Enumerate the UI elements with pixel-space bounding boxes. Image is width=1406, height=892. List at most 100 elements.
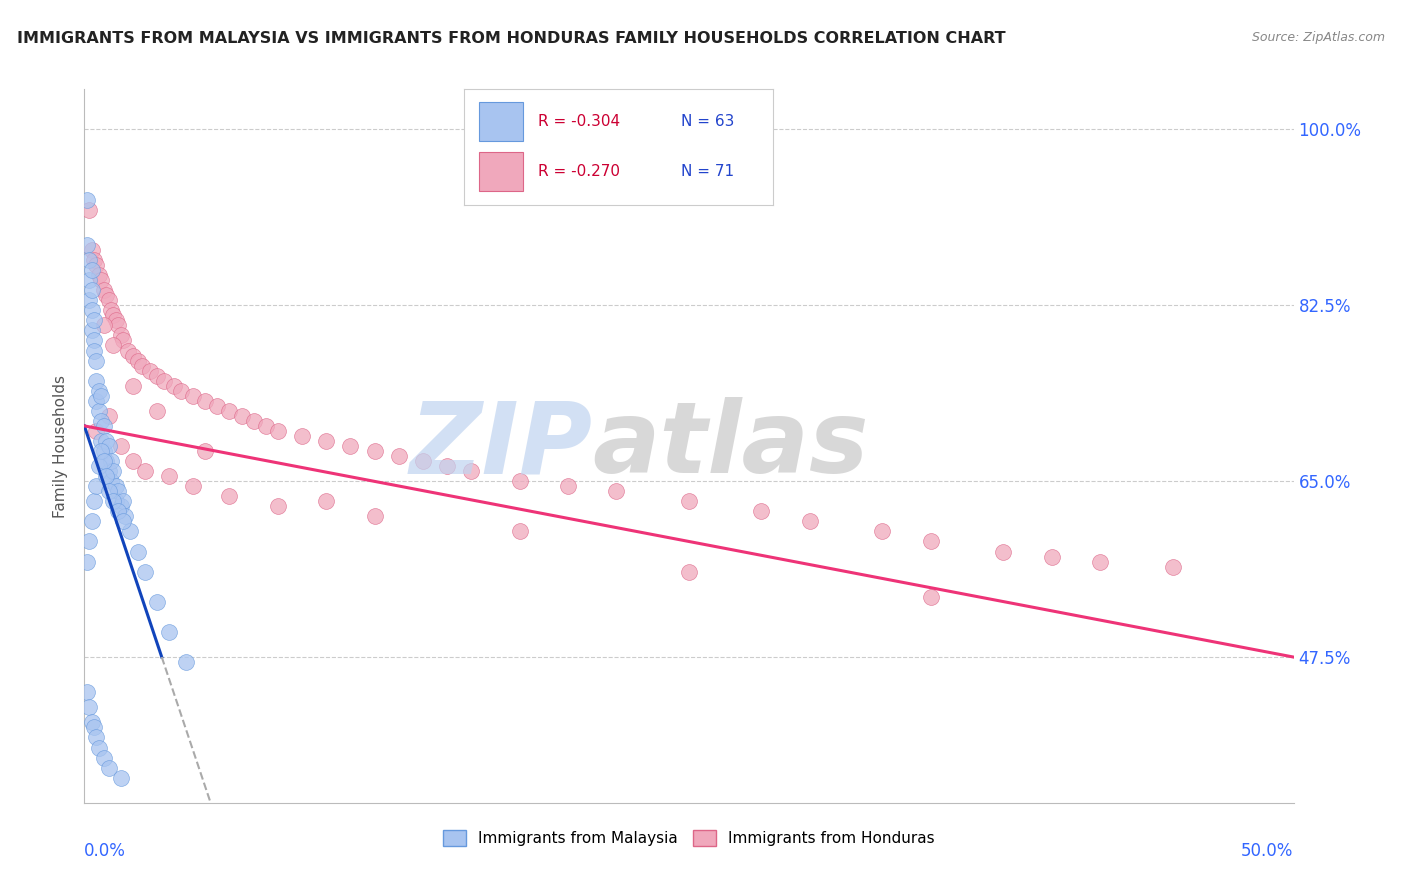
Point [218, 489, 240, 503]
Point [460, 464, 482, 478]
Point [181, 479, 204, 493]
Point [107, 504, 129, 518]
Point [93, 418, 115, 433]
Point [134, 565, 156, 579]
Point [86, 258, 108, 272]
Text: Source: ZipAtlas.com: Source: ZipAtlas.com [1251, 31, 1385, 45]
Point [83, 720, 105, 734]
Point [120, 524, 142, 539]
Point [207, 399, 229, 413]
Point [76, 555, 98, 569]
Text: 0.0%: 0.0% [84, 842, 127, 860]
Text: N = 71: N = 71 [681, 164, 734, 179]
Point [121, 349, 143, 363]
Point [97, 293, 120, 308]
Point [83, 253, 105, 268]
Point [90, 273, 112, 287]
Point [1040, 549, 1063, 564]
Point [291, 429, 314, 443]
Point [267, 424, 290, 438]
Point [97, 761, 120, 775]
Point [388, 449, 411, 463]
Point [267, 500, 290, 514]
Point [110, 328, 132, 343]
Point [146, 404, 169, 418]
Point [94, 288, 117, 302]
Point [174, 655, 197, 669]
Point [110, 500, 132, 514]
Point [112, 334, 135, 348]
Point [100, 303, 122, 318]
Point [97, 409, 120, 423]
Point [134, 464, 156, 478]
Point [103, 309, 125, 323]
Bar [479, 102, 523, 141]
Point [678, 494, 700, 508]
Point [104, 313, 127, 327]
Point [127, 544, 149, 558]
Point [77, 700, 100, 714]
Point [157, 469, 180, 483]
Point [107, 318, 129, 333]
Point [104, 479, 127, 493]
Point [83, 343, 105, 358]
Point [76, 238, 98, 252]
Point [80, 303, 103, 318]
Point [157, 624, 180, 639]
Point [87, 268, 110, 282]
Point [83, 313, 105, 327]
Point [103, 464, 125, 478]
Point [117, 343, 139, 358]
Point [363, 509, 385, 524]
Point [131, 359, 153, 373]
Point [872, 524, 894, 539]
Point [80, 283, 103, 297]
Point [993, 544, 1015, 558]
Point [86, 393, 108, 408]
Point [94, 469, 117, 483]
Point [100, 454, 122, 468]
Point [86, 479, 108, 493]
Point [86, 731, 108, 745]
Point [127, 353, 149, 368]
Point [509, 474, 531, 488]
Text: IMMIGRANTS FROM MALAYSIA VS IMMIGRANTS FROM HONDURAS FAMILY HOUSEHOLDS CORRELATI: IMMIGRANTS FROM MALAYSIA VS IMMIGRANTS F… [17, 31, 1005, 46]
Text: R = -0.304: R = -0.304 [538, 114, 620, 129]
Point [1161, 559, 1184, 574]
Point [121, 378, 143, 392]
Point [107, 484, 129, 499]
Point [97, 439, 120, 453]
Point [153, 374, 176, 388]
Point [93, 750, 115, 764]
Point [678, 565, 700, 579]
Point [77, 534, 100, 549]
Point [93, 454, 115, 468]
Point [242, 414, 264, 428]
Point [509, 524, 531, 539]
Point [751, 504, 773, 518]
Point [76, 685, 98, 699]
Point [339, 439, 361, 453]
Text: N = 63: N = 63 [681, 114, 734, 129]
Point [1088, 555, 1111, 569]
Point [80, 243, 103, 257]
Point [97, 484, 120, 499]
Point [170, 384, 193, 398]
Point [80, 715, 103, 730]
Point [90, 444, 112, 458]
Point [77, 202, 100, 217]
Point [86, 353, 108, 368]
Legend: Immigrants from Malaysia, Immigrants from Honduras: Immigrants from Malaysia, Immigrants fro… [437, 824, 941, 852]
Point [114, 509, 136, 524]
Point [110, 439, 132, 453]
Point [146, 595, 169, 609]
Point [605, 484, 627, 499]
Point [412, 454, 434, 468]
Point [194, 444, 217, 458]
Point [138, 363, 160, 377]
Point [315, 494, 337, 508]
Point [90, 389, 112, 403]
Point [94, 434, 117, 448]
Point [181, 389, 204, 403]
Point [436, 459, 458, 474]
